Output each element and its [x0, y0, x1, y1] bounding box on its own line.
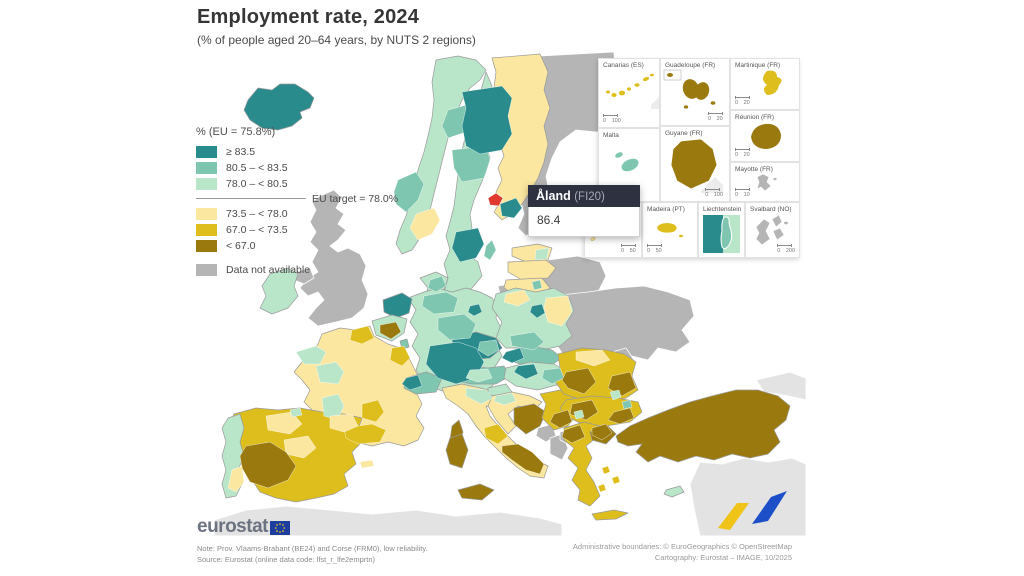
attribution-boundaries: Administrative boundaries: © EuroGeograp… [572, 542, 792, 551]
footnotes: Note: Prov. Vlaams-Brabant (BE24) and Co… [197, 543, 428, 565]
tooltip-region-name: Åland [536, 189, 571, 203]
inset-mayotte: Mayotte (FR) 0 10 [730, 162, 800, 202]
legend-label: 73.5 – < 78.0 [226, 207, 288, 220]
legend-item: < 67.0 [196, 238, 398, 253]
inset-liechtenstein-shape [703, 215, 740, 253]
legend-swatch [196, 239, 217, 252]
inset-label: Guyane (FR) [665, 130, 703, 137]
inset-madeira: Madeira (PT) 0 50 [642, 202, 698, 258]
footnote-source: Source: Eurostat (online data code: lfst… [197, 555, 376, 564]
legend-label: 80.5 – < 83.5 [226, 161, 288, 174]
inset-svalbard-shape [755, 214, 788, 246]
attribution: Administrative boundaries: © EuroGeograp… [520, 541, 792, 563]
inset-reunion: Réunion (FR) 0 20 [730, 110, 800, 162]
inset-guyane: Guyane (FR) 0 100 [660, 126, 730, 202]
inset-canarias: Canarias (ES) 0 100 [598, 58, 660, 128]
page-subtitle: (% of people aged 20–64 years, by NUTS 2… [197, 33, 476, 47]
aland-region-highlight[interactable] [487, 192, 504, 207]
legend-swatch [196, 161, 217, 174]
inset-madeira-shape [657, 223, 683, 238]
legend-label: ≥ 83.5 [226, 145, 256, 158]
legend-swatch [196, 223, 217, 236]
legend-label: 78.0 – < 80.5 [226, 177, 288, 190]
header: Employment rate, 2024 (% of people aged … [197, 6, 476, 47]
tooltip-value: 86.4 [528, 207, 640, 237]
inset-guadeloupe: Guadeloupe (FR) 0 20 [660, 58, 730, 126]
tooltip-region-code: (FI20) [574, 191, 605, 203]
eu-target-row: EU target = 78.0% [196, 192, 398, 205]
inset-mayotte-shape [756, 173, 777, 192]
legend-swatch [196, 207, 217, 220]
legend-item: ≥ 83.5 [196, 144, 398, 159]
inset-label: Réunion (FR) [735, 114, 775, 121]
legend-swatch [196, 177, 217, 190]
eurostat-logo: eurostat [197, 517, 290, 536]
inset-label: Liechtenstein [703, 206, 742, 213]
legend-item: 78.0 – < 80.5 [196, 176, 398, 191]
legend: % (EU = 75.8%) ≥ 83.5 80.5 – < 83.5 78.0… [196, 126, 398, 278]
inset-guadeloupe-shape [663, 69, 716, 109]
tooltip-header: Åland (FI20) [528, 185, 640, 207]
attribution-cartography: Cartography: Eurostat – IMAGE, 10/2025 [654, 553, 792, 562]
legend-item: 73.5 – < 78.0 [196, 206, 398, 221]
region-patches [227, 85, 637, 493]
inset-label: Malta [603, 132, 619, 139]
inset-malta-shape [615, 152, 639, 172]
footnote-reliability: Note: Prov. Vlaams-Brabant (BE24) and Co… [197, 544, 428, 553]
inset-label: Canarias (ES) [603, 62, 644, 69]
page-title: Employment rate, 2024 [197, 6, 420, 28]
legend-item: 67.0 – < 73.5 [196, 222, 398, 237]
inset-reunion-shape [751, 123, 781, 149]
outermost-regions-panel: Canarias (ES) 0 100 Malta Guadeloupe (FR… [584, 58, 800, 258]
legend-item-no-data: Data not available [196, 262, 398, 277]
inset-martinique: Martinique (FR) 0 20 [730, 58, 800, 110]
eu-target-line [196, 198, 306, 199]
image-ribbons [718, 491, 787, 530]
legend-swatch [196, 263, 217, 276]
inset-label: Mayotte (FR) [735, 166, 773, 173]
legend-label: 67.0 – < 73.5 [226, 223, 288, 236]
inset-martinique-shape [763, 70, 782, 95]
inset-label: Madeira (PT) [647, 206, 685, 213]
inset-label: Guadeloupe (FR) [665, 62, 716, 69]
region-tooltip: Åland (FI20) 86.4 [528, 185, 640, 237]
inset-svalbard: Svalbard (NO) 0 200 [745, 202, 800, 258]
neighbor-countries [213, 371, 807, 537]
legend-label: < 67.0 [226, 239, 256, 252]
legend-label: Data not available [226, 263, 311, 276]
inset-liechtenstein: Liechtenstein [698, 202, 745, 258]
inset-canarias-shape [606, 73, 659, 109]
inset-guyane-shape [670, 138, 723, 193]
legend-heading: % (EU = 75.8%) [196, 126, 276, 138]
eu-target-label: EU target = 78.0% [312, 192, 399, 205]
legend-item: 80.5 – < 83.5 [196, 160, 398, 175]
eu-flag-icon [269, 520, 290, 535]
inset-label: Svalbard (NO) [750, 206, 792, 213]
inset-label: Martinique (FR) [735, 62, 781, 69]
legend-swatch [196, 145, 217, 158]
eurostat-logo-text: eurostat [197, 516, 268, 537]
